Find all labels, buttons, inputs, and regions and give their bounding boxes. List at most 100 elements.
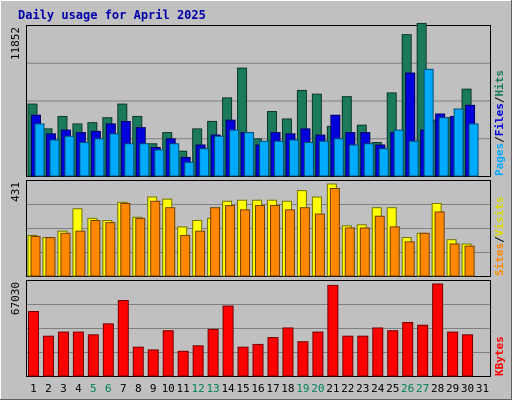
x-tick-label-day-6: 6 xyxy=(105,382,112,395)
bar-sites-day-22 xyxy=(344,227,355,277)
bar-kbytes-day-26 xyxy=(402,321,414,377)
bar-kbytes-day-2 xyxy=(42,335,54,377)
bar-pages-day-23 xyxy=(363,143,374,177)
bar-kbytes-day-23 xyxy=(357,335,369,377)
x-tick-label-day-30: 30 xyxy=(461,382,474,395)
bar-pages-day-14 xyxy=(229,129,240,177)
bar-sites-day-30 xyxy=(464,245,475,277)
panel-middle: 431 Sites/Visits xyxy=(9,180,506,277)
bar-sites-day-3 xyxy=(60,232,71,277)
x-tick-label-day-29: 29 xyxy=(446,382,459,395)
x-tick-label-day-20: 20 xyxy=(311,382,324,395)
bar-sites-day-16 xyxy=(255,205,266,277)
bar-kbytes-day-15 xyxy=(237,346,249,377)
bar-kbytes-day-14 xyxy=(222,305,234,377)
bar-kbytes-day-18 xyxy=(282,327,294,377)
x-tick-label-day-1: 1 xyxy=(30,382,37,395)
bar-pages-day-1 xyxy=(34,123,45,177)
bar-pages-day-6 xyxy=(109,133,120,177)
bar-pages-day-19 xyxy=(303,142,314,177)
x-tick-label-day-17: 17 xyxy=(266,382,279,395)
legend-entry: Hits xyxy=(493,70,506,97)
x-tick-label-day-15: 15 xyxy=(236,382,249,395)
bar-sites-day-23 xyxy=(359,227,370,277)
bar-sites-day-27 xyxy=(419,232,430,277)
bar-pages-day-9 xyxy=(154,149,165,177)
x-tick-label-day-12: 12 xyxy=(192,382,205,395)
legend-middle: Sites/Visits xyxy=(493,197,506,277)
bar-sites-day-13 xyxy=(210,207,221,277)
bar-kbytes-day-1 xyxy=(28,310,39,377)
bar-sites-day-11 xyxy=(180,234,191,277)
bar-pages-day-26 xyxy=(408,140,419,177)
y-max-label: 431 xyxy=(9,182,22,202)
bar-sites-day-21 xyxy=(329,187,340,277)
bar-pages-day-22 xyxy=(348,144,359,177)
legend-entry: / xyxy=(493,136,506,143)
bar-sites-day-5 xyxy=(90,220,101,277)
bar-sites-day-1 xyxy=(30,236,41,277)
x-tick-label-day-3: 3 xyxy=(60,382,67,395)
x-tick-label-day-19: 19 xyxy=(296,382,309,395)
panel-bottom: 67030 KBytes xyxy=(9,280,506,377)
bar-pages-day-8 xyxy=(139,143,150,177)
legend-top: Pages/Files/Hits xyxy=(493,70,506,176)
bar-pages-day-29 xyxy=(453,108,464,177)
x-tick-label-day-14: 14 xyxy=(221,382,235,395)
legend-entry: KBytes xyxy=(493,336,506,376)
bar-kbytes-day-5 xyxy=(87,334,99,377)
bar-kbytes-day-29 xyxy=(447,331,459,377)
bar-pages-day-21 xyxy=(333,138,344,177)
bar-pages-day-2 xyxy=(49,139,60,177)
legend-entry: Sites xyxy=(493,243,506,276)
bar-sites-day-26 xyxy=(404,241,415,277)
x-tick-label-day-4: 4 xyxy=(75,382,82,395)
bar-kbytes-day-7 xyxy=(117,300,129,377)
bar-pages-day-20 xyxy=(318,140,329,177)
bar-sites-day-10 xyxy=(165,207,176,277)
bar-kbytes-day-10 xyxy=(162,330,174,377)
x-tick-label-day-24: 24 xyxy=(371,382,385,395)
bar-kbytes-day-25 xyxy=(387,330,399,377)
x-tick-label-day-18: 18 xyxy=(281,382,294,395)
bar-sites-day-9 xyxy=(150,200,161,277)
bar-sites-day-15 xyxy=(240,209,251,277)
x-tick-label-day-22: 22 xyxy=(341,382,354,395)
bar-sites-day-12 xyxy=(195,230,206,277)
bar-kbytes-day-27 xyxy=(417,324,429,377)
bar-sites-day-29 xyxy=(449,243,460,277)
x-tick-label-day-10: 10 xyxy=(162,382,175,395)
legend-entry: Visits xyxy=(493,197,506,237)
chart-title: Daily usage for April 2025 xyxy=(18,8,206,22)
x-tick-label-day-2: 2 xyxy=(45,382,52,395)
bar-pages-day-24 xyxy=(378,148,389,177)
bar-pages-day-11 xyxy=(184,161,195,177)
bar-sites-day-14 xyxy=(225,205,236,277)
bar-kbytes-day-11 xyxy=(177,350,189,377)
x-tick-label-day-16: 16 xyxy=(251,382,264,395)
bar-sites-day-7 xyxy=(120,202,131,277)
bar-sites-day-28 xyxy=(434,211,445,277)
bar-kbytes-day-4 xyxy=(72,331,84,377)
bar-sites-day-6 xyxy=(105,222,116,277)
x-tick-label-day-7: 7 xyxy=(120,382,127,395)
bar-kbytes-day-28 xyxy=(432,283,444,377)
x-tick-label-day-31: 31 xyxy=(476,382,489,395)
bar-sites-day-8 xyxy=(135,217,146,277)
bar-sites-day-19 xyxy=(299,207,310,277)
bar-kbytes-day-8 xyxy=(132,346,144,377)
x-tick-label-day-28: 28 xyxy=(431,382,444,395)
bar-kbytes-day-6 xyxy=(102,323,114,377)
x-tick-label-day-26: 26 xyxy=(401,382,414,395)
bar-pages-day-28 xyxy=(438,117,449,177)
bar-sites-day-20 xyxy=(314,213,325,277)
x-tick-label-day-13: 13 xyxy=(206,382,219,395)
bar-sites-day-4 xyxy=(75,230,86,277)
bar-kbytes-day-24 xyxy=(372,327,384,377)
bar-kbytes-day-12 xyxy=(192,345,204,377)
bar-sites-day-17 xyxy=(269,205,280,277)
bar-kbytes-day-3 xyxy=(57,331,69,377)
